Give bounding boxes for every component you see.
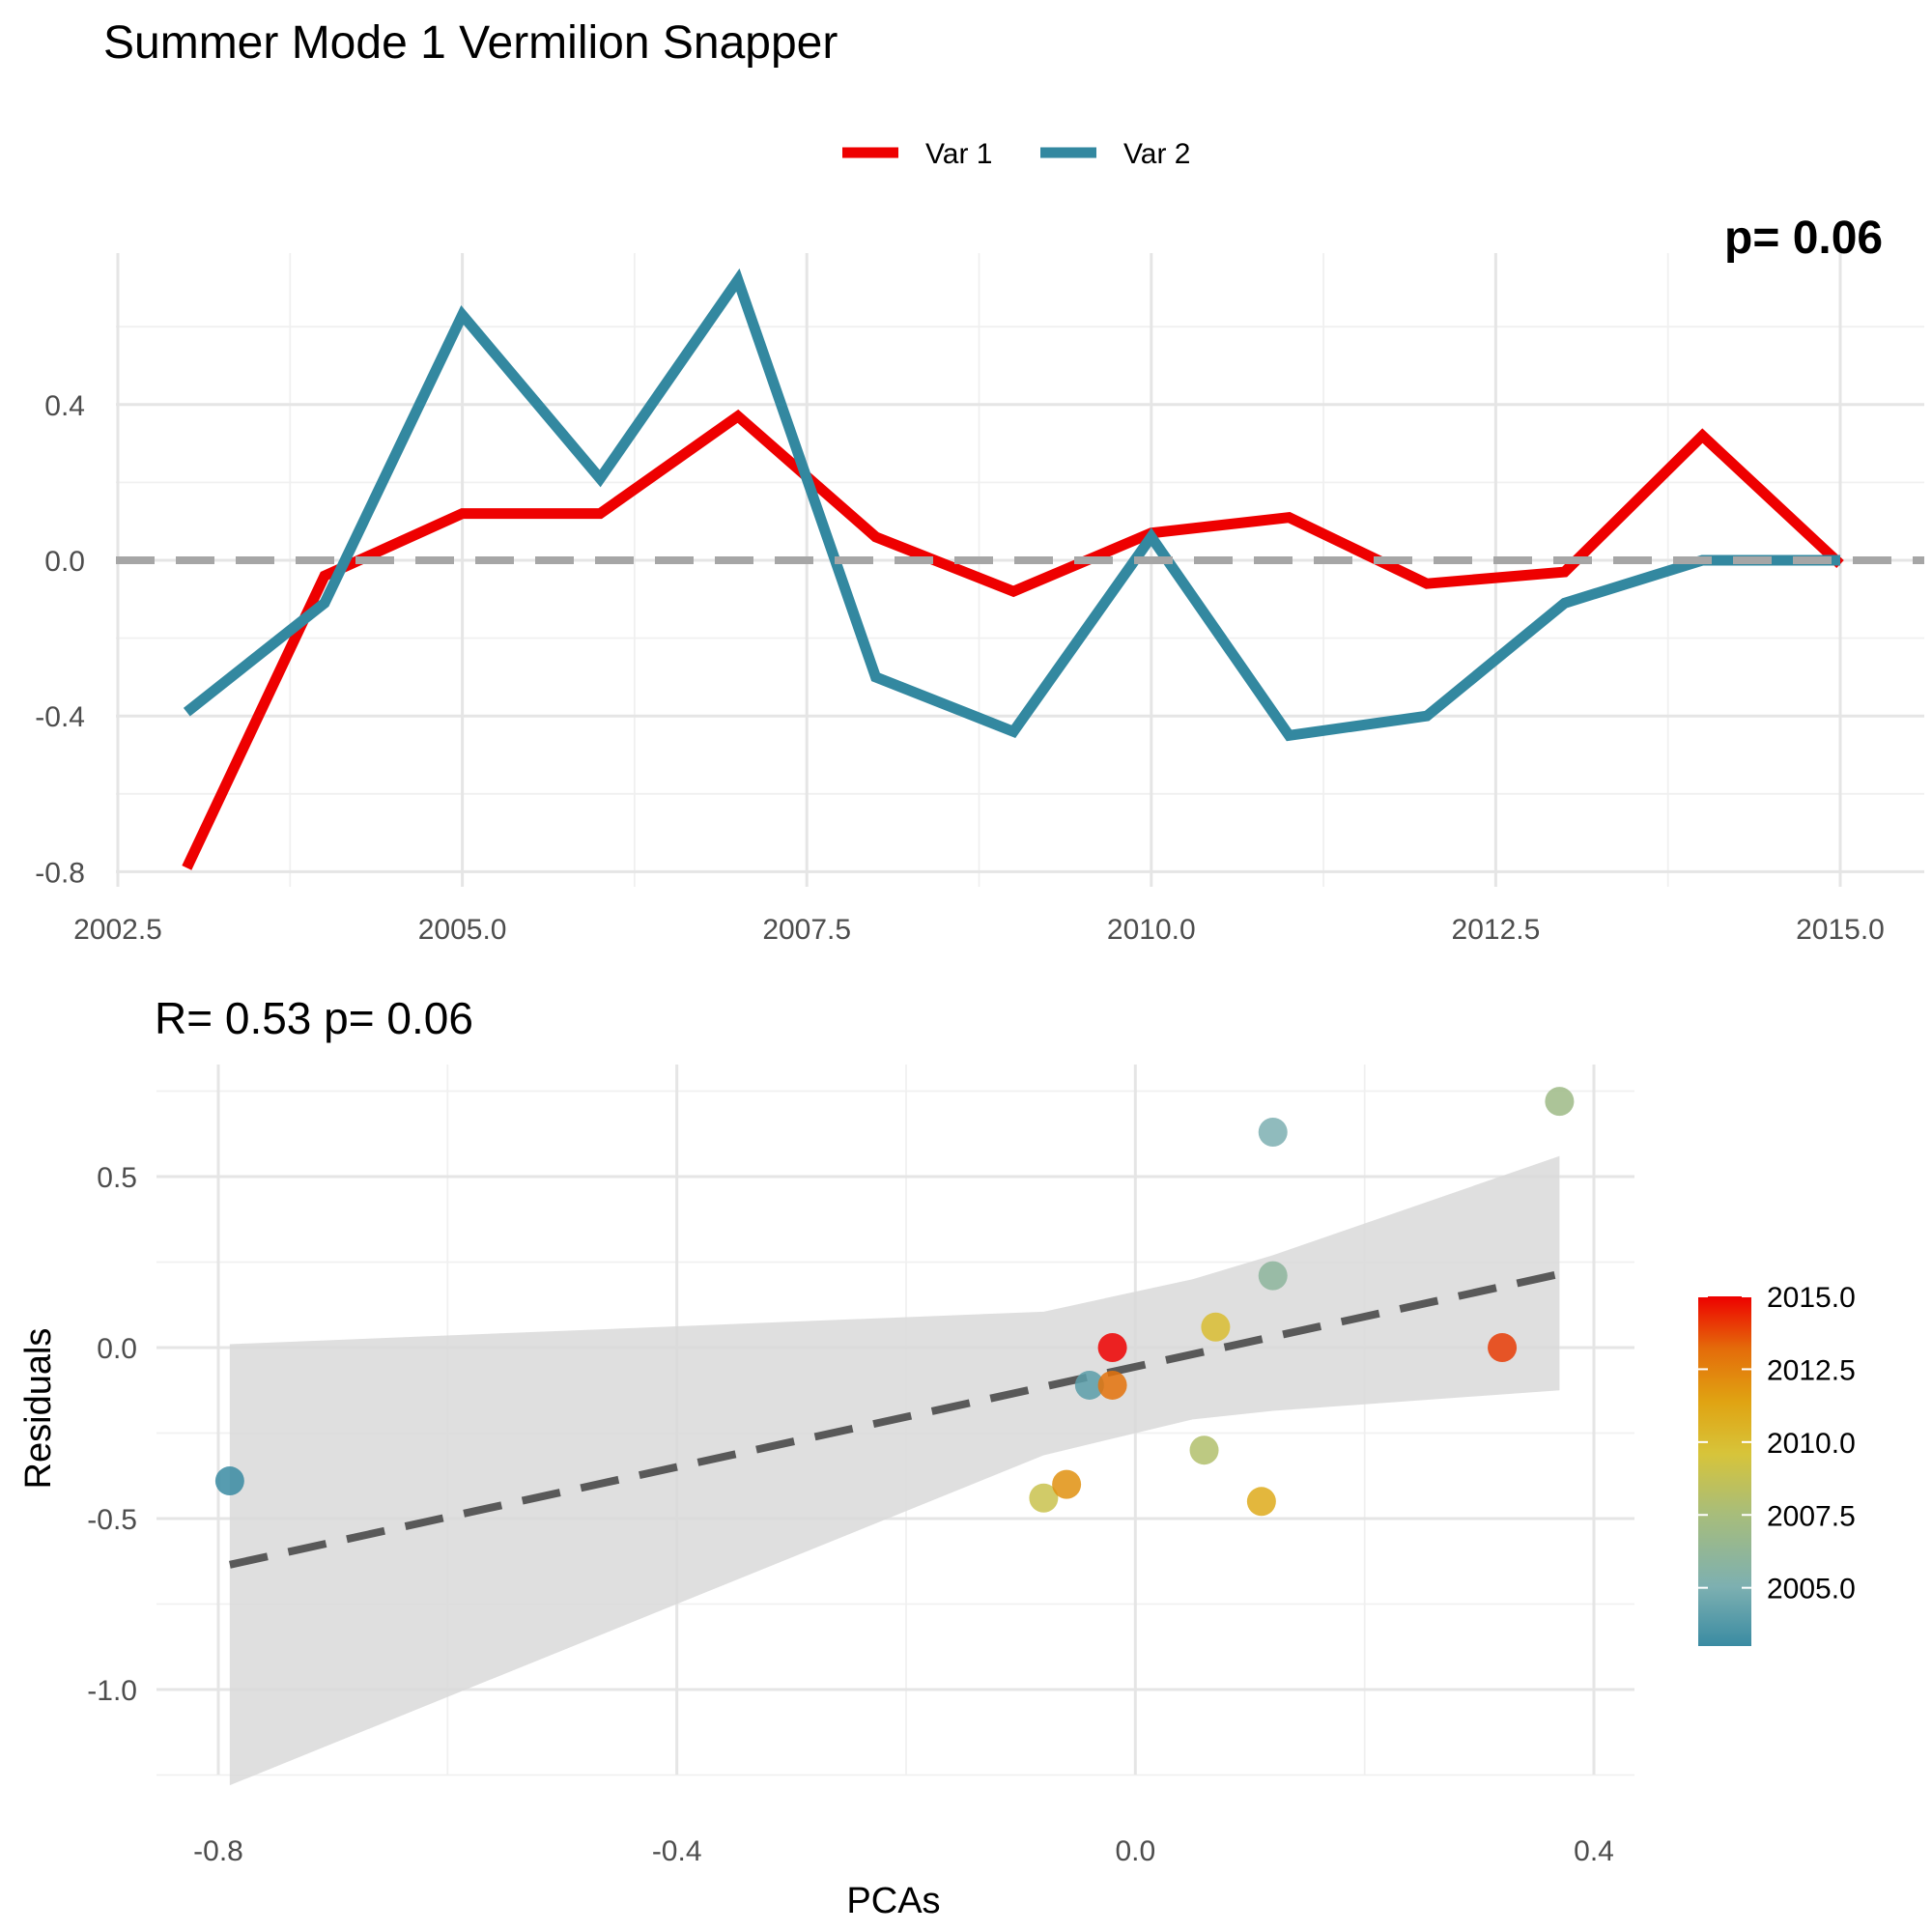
regression-dashed-line xyxy=(229,1269,1561,1569)
legend-label-var-1: Var 1 xyxy=(925,138,992,170)
confidence-band xyxy=(229,1155,1560,1786)
scatter-points xyxy=(214,1087,1575,1517)
scatter-point-2006 xyxy=(1258,1261,1288,1291)
figure-title: Summer Mode 1 Vermilion Snapper xyxy=(103,17,838,69)
scatter-point-2012 xyxy=(1052,1469,1082,1499)
x-tick-label: 2005.0 xyxy=(418,914,507,946)
scatter-point-2004 xyxy=(1074,1370,1104,1400)
scatter-point-2009 xyxy=(1029,1483,1059,1513)
colorbar-label: 2015.0 xyxy=(1767,1282,1856,1314)
colorbar-gradient xyxy=(1698,1296,1751,1646)
line-chart-x-ticks: 2002.5 2005.0 2007.5 2010.0 2012.5 2015.0 xyxy=(73,914,1885,946)
y-tick-label: 0.0 xyxy=(97,1333,137,1365)
x-tick-label: 2010.0 xyxy=(1107,914,1196,946)
scatter-point-2013 xyxy=(1097,1370,1127,1400)
y-tick-label: -0.5 xyxy=(87,1504,137,1536)
scatter-point-2010 xyxy=(1201,1312,1231,1342)
colorbar-label: 2007.5 xyxy=(1767,1500,1856,1532)
scatter-point-2005 xyxy=(1258,1117,1288,1147)
y-tick-label: 0.0 xyxy=(44,546,85,578)
line-chart-panel: p= 0.06 2002.5 2005.0 2007.5 2010.0 2012.5 20… xyxy=(35,138,1924,946)
scatter-title: R= 0.53 p= 0.06 xyxy=(155,993,473,1043)
series-line-var-1 xyxy=(182,409,1844,870)
x-tick-label: 2015.0 xyxy=(1796,914,1885,946)
scatter-y-axis-title: Residuals xyxy=(18,1328,59,1490)
x-tick-label: 2002.5 xyxy=(73,914,162,946)
y-tick-label: -0.4 xyxy=(35,701,85,733)
scatter-point-2008 xyxy=(1189,1435,1219,1465)
clipped-annotation: p= 0.06 xyxy=(1724,213,1883,264)
x-tick-label: -0.4 xyxy=(652,1835,702,1867)
scatter-x-axis-title: PCAs xyxy=(846,1881,940,1921)
x-tick-label: 2007.5 xyxy=(762,914,851,946)
series-line-var-2 xyxy=(183,268,1840,742)
scatter-y-ticks: -1.0 -0.5 0.0 0.5 xyxy=(87,1162,137,1707)
colorbar-label: 2010.0 xyxy=(1767,1428,1856,1460)
line-chart-y-ticks: -0.8 -0.4 0.0 0.4 xyxy=(35,390,85,890)
scatter-point-2015 xyxy=(1097,1333,1127,1362)
scatter-point-2011 xyxy=(1246,1487,1276,1517)
y-tick-label: 0.5 xyxy=(97,1162,137,1194)
y-tick-label: -1.0 xyxy=(87,1675,137,1707)
scatter-point-2007 xyxy=(1545,1087,1575,1117)
year-colorbar: 2015.0 2012.5 2010.0 2007.5 2005.0 xyxy=(1698,1282,1856,1646)
scatter-point-2014 xyxy=(1488,1333,1518,1362)
scatter-point-2003 xyxy=(214,1466,244,1496)
scatter-chart-panel: R= 0.53 p= 0.06 -0.8 -0.4 0.0 0.4 -1.0 -0.5 0… xyxy=(18,993,1856,1921)
colorbar-ticks: 2015.0 2012.5 2010.0 2007.5 2005.0 xyxy=(1698,1282,1856,1605)
line-chart-grid xyxy=(116,253,1924,887)
x-tick-label: 2012.5 xyxy=(1452,914,1541,946)
x-tick-label: -0.8 xyxy=(193,1835,243,1867)
regression-line xyxy=(229,1269,1561,1569)
colorbar-label: 2005.0 xyxy=(1767,1574,1856,1605)
legend-label-var-2: Var 2 xyxy=(1123,138,1190,170)
x-tick-label: 0.4 xyxy=(1574,1835,1614,1867)
confidence-band-area xyxy=(229,1155,1560,1786)
line-series-group xyxy=(182,268,1844,870)
y-tick-label: -0.8 xyxy=(35,857,85,889)
y-tick-label: 0.4 xyxy=(44,390,85,422)
line-chart-legend: Var 1 Var 2 xyxy=(842,138,1190,170)
x-tick-label: 0.0 xyxy=(1115,1835,1155,1867)
scatter-x-ticks: -0.8 -0.4 0.0 0.4 xyxy=(193,1835,1614,1867)
colorbar-label: 2012.5 xyxy=(1767,1354,1856,1386)
